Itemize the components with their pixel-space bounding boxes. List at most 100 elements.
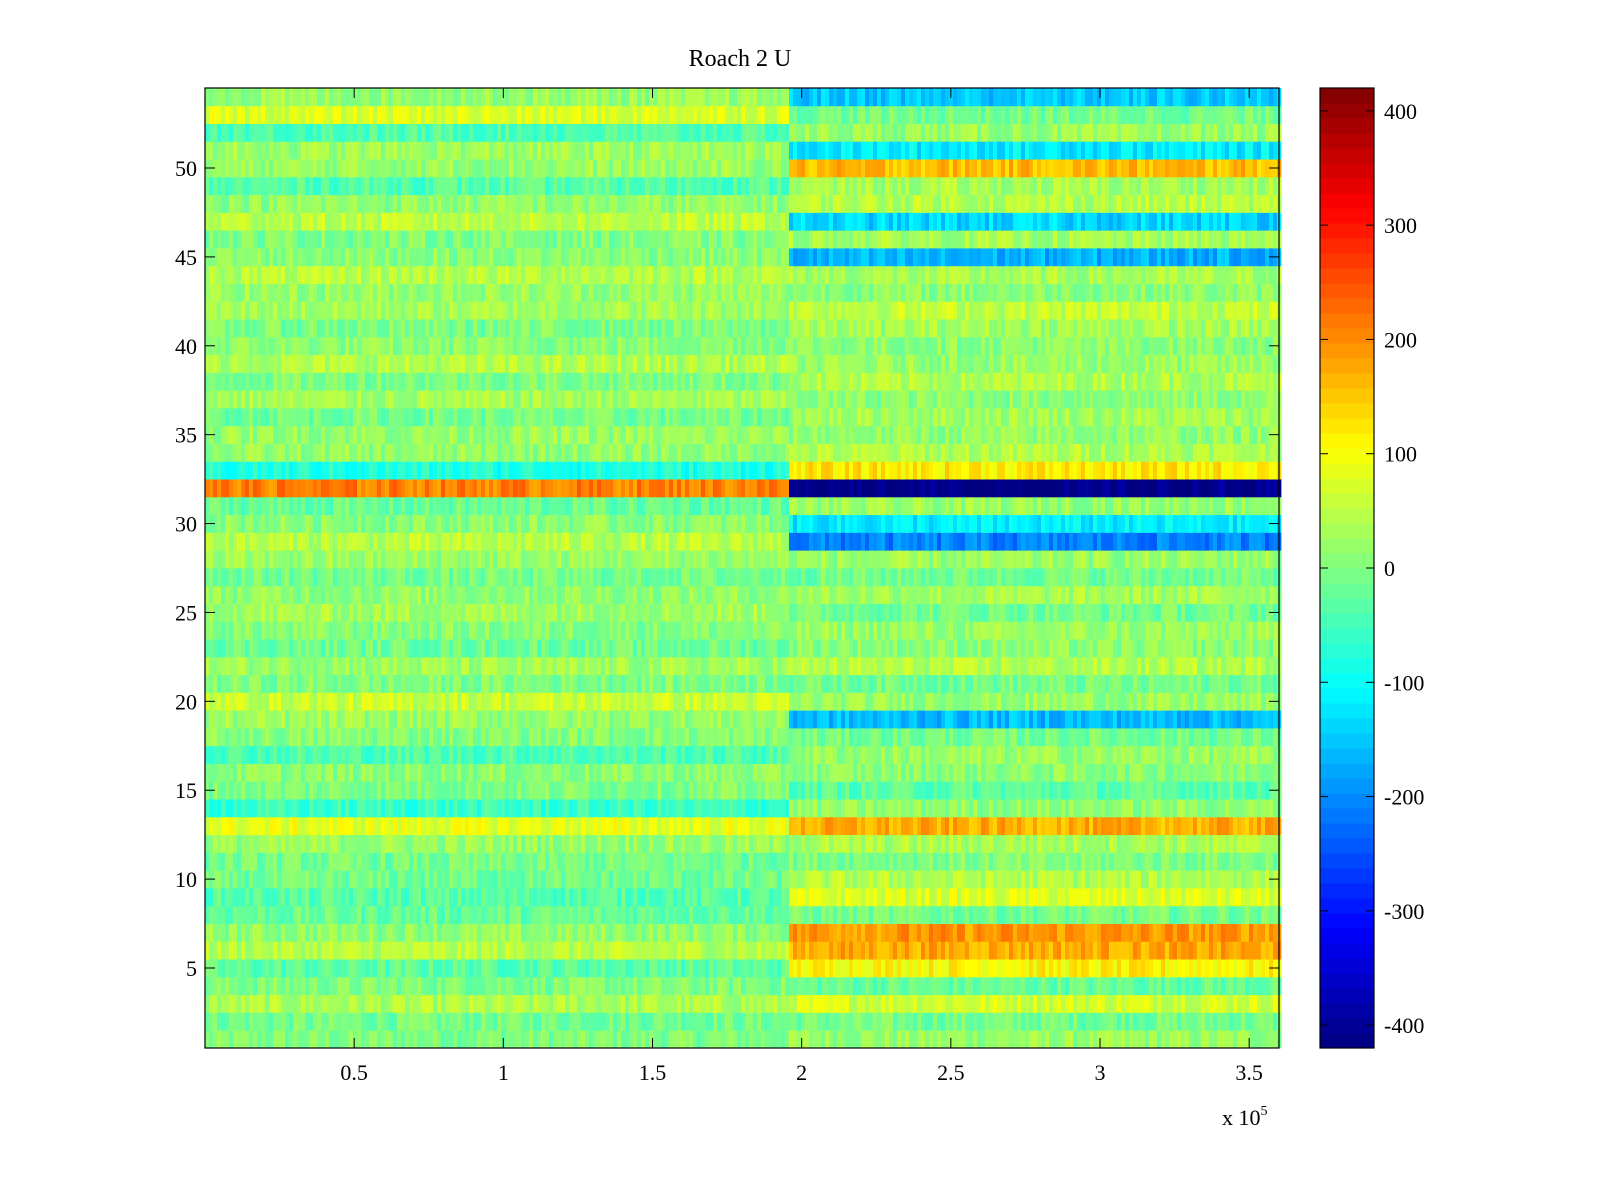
heatmap-cell xyxy=(885,852,890,871)
heatmap-cell xyxy=(341,905,346,924)
heatmap-cell xyxy=(697,905,702,924)
heatmap-cell xyxy=(561,1030,566,1049)
heatmap-cell xyxy=(1045,923,1050,942)
heatmap-cell xyxy=(353,763,358,782)
heatmap-cell xyxy=(273,976,278,996)
heatmap-cell xyxy=(1173,1012,1178,1031)
heatmap-cell xyxy=(589,976,594,996)
heatmap-cell xyxy=(273,888,278,907)
heatmap-cell xyxy=(637,1030,642,1049)
heatmap-cell xyxy=(645,905,650,924)
heatmap-cell xyxy=(689,905,694,924)
heatmap-cell xyxy=(969,816,974,836)
heatmap-cell xyxy=(757,816,762,836)
heatmap-cell xyxy=(633,745,638,764)
heatmap-cell xyxy=(473,994,478,1013)
heatmap-cell xyxy=(917,834,922,853)
heatmap-cell xyxy=(653,745,658,764)
heatmap-cell xyxy=(505,923,510,942)
heatmap-cell xyxy=(601,781,606,800)
heatmap-cell xyxy=(1141,923,1146,942)
heatmap-cell xyxy=(769,888,774,907)
heatmap-cell xyxy=(1189,941,1194,960)
heatmap-cell xyxy=(321,728,326,747)
heatmap-cell xyxy=(713,888,718,907)
heatmap-cell xyxy=(825,959,830,978)
heatmap-cell xyxy=(445,976,450,996)
heatmap-cell xyxy=(769,905,774,924)
heatmap-cell xyxy=(329,781,334,800)
heatmap-cell xyxy=(737,959,742,978)
heatmap-cell xyxy=(353,994,358,1013)
heatmap-row-16 xyxy=(205,763,1282,782)
heatmap-cell xyxy=(1001,852,1006,871)
heatmap-cell xyxy=(1125,763,1130,782)
heatmap-cell xyxy=(1205,976,1210,996)
heatmap-cell xyxy=(605,834,610,853)
heatmap-cell xyxy=(585,923,590,942)
heatmap-cell xyxy=(1121,728,1126,747)
heatmap-cell xyxy=(725,799,730,818)
heatmap-cell xyxy=(1021,923,1026,942)
heatmap-cell xyxy=(277,959,282,978)
heatmap-cell xyxy=(701,834,706,853)
heatmap-cell xyxy=(553,745,558,764)
heatmap-cell xyxy=(1145,976,1150,996)
heatmap-cell xyxy=(801,799,806,818)
heatmap-cell xyxy=(237,710,242,729)
heatmap-cell xyxy=(1145,941,1150,960)
heatmap-cell xyxy=(861,994,866,1013)
heatmap-cell xyxy=(1033,870,1038,889)
heatmap-cell xyxy=(1173,763,1178,782)
heatmap-cell xyxy=(377,710,382,729)
heatmap-cell xyxy=(1021,728,1026,747)
heatmap-cell xyxy=(265,941,270,960)
heatmap-cell xyxy=(1121,976,1126,996)
heatmap-cell xyxy=(465,781,470,800)
heatmap-cell xyxy=(649,994,654,1013)
heatmap-cell xyxy=(301,799,306,818)
heatmap-cell xyxy=(1005,870,1010,889)
heatmap-cell xyxy=(457,799,462,818)
heatmap-cell xyxy=(829,1012,834,1031)
heatmap-cell xyxy=(761,745,766,764)
heatmap-cell xyxy=(929,905,934,924)
heatmap-cell xyxy=(217,781,222,800)
heatmap-cell xyxy=(985,923,990,942)
heatmap-cell xyxy=(357,923,362,942)
heatmap-cell xyxy=(649,923,654,942)
heatmap-cell xyxy=(797,834,802,853)
heatmap-cell xyxy=(513,976,518,996)
heatmap-cell xyxy=(1141,888,1146,907)
heatmap-cell xyxy=(553,905,558,924)
heatmap-cell xyxy=(213,799,218,818)
heatmap-cell xyxy=(953,959,958,978)
heatmap-cell xyxy=(1165,1030,1170,1049)
heatmap-cell xyxy=(901,728,906,747)
heatmap-cell xyxy=(489,816,494,836)
heatmap-cell xyxy=(433,763,438,782)
heatmap-cell xyxy=(373,959,378,978)
heatmap-cell xyxy=(337,905,342,924)
heatmap-cell xyxy=(517,959,522,978)
heatmap-cell xyxy=(593,745,598,764)
heatmap-cell xyxy=(1105,834,1110,853)
heatmap-cell xyxy=(1053,745,1058,764)
heatmap-cell xyxy=(1161,834,1166,853)
heatmap-cell xyxy=(1077,976,1082,996)
heatmap-cell xyxy=(897,728,902,747)
heatmap-cell xyxy=(1017,816,1022,836)
heatmap-cell xyxy=(609,745,614,764)
heatmap-cell xyxy=(713,923,718,942)
heatmap-cell xyxy=(453,941,458,960)
heatmap-cell xyxy=(425,1012,430,1031)
heatmap-cell xyxy=(877,799,882,818)
heatmap-cell xyxy=(809,923,814,942)
heatmap-cell xyxy=(885,816,890,836)
heatmap-cell xyxy=(713,852,718,871)
heatmap-cell xyxy=(1001,976,1006,996)
heatmap-cell xyxy=(1053,1012,1058,1031)
heatmap-cell xyxy=(433,834,438,853)
heatmap-cell xyxy=(529,799,534,818)
heatmap-cell xyxy=(361,745,366,764)
